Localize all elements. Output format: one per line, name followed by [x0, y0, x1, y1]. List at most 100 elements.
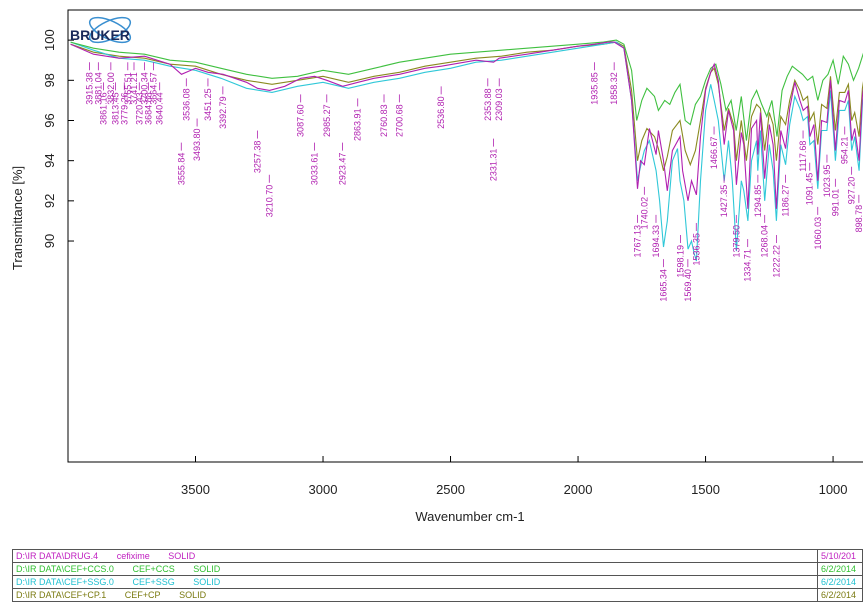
peak-label: 1536.35	[691, 233, 701, 266]
x-axis-label: Wavenumber cm-1	[415, 509, 524, 524]
legend-state: SOLID	[179, 590, 207, 600]
y-tick-label: 94	[42, 153, 57, 167]
peak-label: 2536.80	[436, 96, 446, 129]
legend-date: 6/2/2014	[817, 575, 863, 589]
peak-label: 1091.45	[805, 173, 815, 206]
legend-cell: D:\IR DATA\CEF+CP.1 CEF+CP SOLID	[12, 588, 818, 602]
x-tick-label: 2000	[564, 482, 593, 497]
peak-label: 2331.31	[489, 149, 499, 182]
legend-state: SOLID	[193, 577, 221, 587]
peak-label: 3684.88	[143, 92, 153, 125]
peak-label: 3493.80	[192, 129, 202, 162]
logo-orbit-1	[88, 16, 132, 44]
plot-frame	[67, 9, 863, 463]
y-tick-label: 92	[42, 194, 57, 208]
legend-cell: D:\IR DATA\DRUG.4 cefixime SOLID	[12, 549, 818, 563]
peak-label: 1427.35	[719, 185, 729, 218]
peak-label: 3779.26	[119, 92, 129, 125]
peak-label: 1665.34	[658, 269, 668, 302]
x-tick-label: 2500	[436, 482, 465, 497]
series-line-cef-ssg	[70, 41, 863, 262]
peak-label: 1767.13	[632, 225, 642, 258]
peak-label: 898.78	[854, 205, 863, 233]
peak-label: 1268.04	[760, 225, 770, 258]
peak-label: 1935.85	[589, 72, 599, 105]
bruker-logo: BRUKER	[70, 16, 132, 44]
peak-label: 3664.57	[149, 72, 159, 105]
peak-label: 3451.25	[203, 88, 213, 121]
legend-path: D:\IR DATA\CEF+SSG.0	[16, 577, 114, 587]
peak-label: 3536.08	[181, 88, 191, 121]
x-tick-label: 3500	[181, 482, 210, 497]
series-line-cef-ccs	[70, 39, 863, 141]
peak-label: 991.01	[830, 189, 840, 217]
peak-label: 3392.79	[218, 96, 228, 129]
logo-orbit-2	[88, 16, 132, 44]
y-tick-label: 100	[42, 29, 57, 51]
legend-cell: D:\IR DATA\CEF+CCS.0 CEF+CCS SOLID	[12, 562, 818, 576]
x-tick-label: 3000	[309, 482, 338, 497]
peak-label: 1060.03	[813, 217, 823, 250]
peak-labels: 3915.383881.043861.163832.003813.453779.…	[85, 62, 863, 302]
peak-label: 1023.95	[822, 165, 832, 198]
peak-label: 3033.61	[309, 153, 319, 186]
x-tick-label: 1000	[819, 482, 848, 497]
peak-label: 2985.27	[322, 104, 332, 137]
peak-label: 2923.47	[338, 153, 348, 186]
legend-state: SOLID	[168, 551, 196, 561]
spectrum-legend: D:\IR DATA\DRUG.4 cefixime SOLID 5/10/20…	[12, 549, 863, 602]
y-axis: 90 92 94 96 98 100	[42, 29, 74, 248]
legend-date: 5/10/201	[817, 549, 863, 563]
peak-label: 1186.27	[781, 185, 791, 217]
peak-label: 3555.84	[176, 153, 186, 186]
legend-cell: D:\IR DATA\CEF+SSG.0 CEF+SSG SOLID	[12, 575, 818, 589]
legend-row: D:\IR DATA\CEF+CP.1 CEF+CP SOLID 6/2/201…	[12, 588, 863, 602]
legend-sample: CEF+SSG	[132, 577, 175, 587]
y-tick-label: 90	[42, 234, 57, 248]
peak-label: 2309.03	[494, 88, 504, 121]
x-axis: 3500 3000 2500 2000 1500 1000	[181, 456, 848, 497]
peak-label: 2353.88	[483, 88, 493, 121]
peak-label: 1598.19	[676, 245, 686, 278]
peak-label: 3915.38	[85, 72, 95, 105]
peak-label: 3832.00	[106, 72, 116, 105]
peak-label: 2760.83	[379, 104, 389, 137]
y-tick-label: 98	[42, 73, 57, 87]
legend-path: D:\IR DATA\CEF+CCS.0	[16, 564, 114, 574]
series-line-cefixime	[70, 41, 863, 209]
peak-label: 3741.21	[129, 72, 139, 105]
y-tick-label: 96	[42, 113, 57, 127]
peak-label: 1740.02	[639, 197, 649, 230]
peak-label: 1379.50	[731, 225, 741, 258]
peak-label: 1117.68	[798, 141, 808, 172]
legend-row: D:\IR DATA\CEF+CCS.0 CEF+CCS SOLID 6/2/2…	[12, 562, 863, 576]
legend-date: 6/2/2014	[817, 562, 863, 576]
peak-label: 3861.16	[98, 92, 108, 125]
legend-date: 6/2/2014	[817, 588, 863, 602]
legend-sample: CEF+CP	[124, 590, 161, 600]
peak-label: 3813.45	[111, 92, 121, 125]
peak-label: 1858.32	[609, 72, 619, 105]
peak-label: 3720.43	[134, 92, 144, 125]
x-tick-label: 1500	[691, 482, 720, 497]
y-axis-label: Transmittance [%]	[10, 166, 25, 270]
legend-row: D:\IR DATA\DRUG.4 cefixime SOLID 5/10/20…	[12, 549, 863, 563]
series-line-cef-cp	[70, 41, 863, 171]
peak-label: 1569.40	[683, 269, 693, 302]
peak-label: 3881.04	[93, 72, 103, 105]
peak-label: 927.20	[847, 177, 857, 205]
legend-sample: cefixime	[116, 551, 150, 561]
peak-label: 3257.38	[252, 141, 262, 174]
peak-label: 1334.71	[743, 249, 753, 282]
peak-label: 3640.44	[155, 92, 165, 125]
legend-sample: CEF+CCS	[132, 564, 175, 574]
peak-label: 3087.60	[296, 104, 306, 137]
legend-row: D:\IR DATA\CEF+SSG.0 CEF+SSG SOLID 6/2/2…	[12, 575, 863, 589]
logo-text: BRUKER	[70, 27, 130, 43]
legend-path: D:\IR DATA\CEF+CP.1	[16, 590, 107, 600]
legend-path: D:\IR DATA\DRUG.4	[16, 551, 99, 561]
peak-label: 1466.67	[709, 137, 719, 170]
peak-label: 3210.70	[264, 185, 274, 218]
peak-label: 1694.33	[651, 225, 661, 258]
peak-label: 954.21	[840, 137, 850, 165]
